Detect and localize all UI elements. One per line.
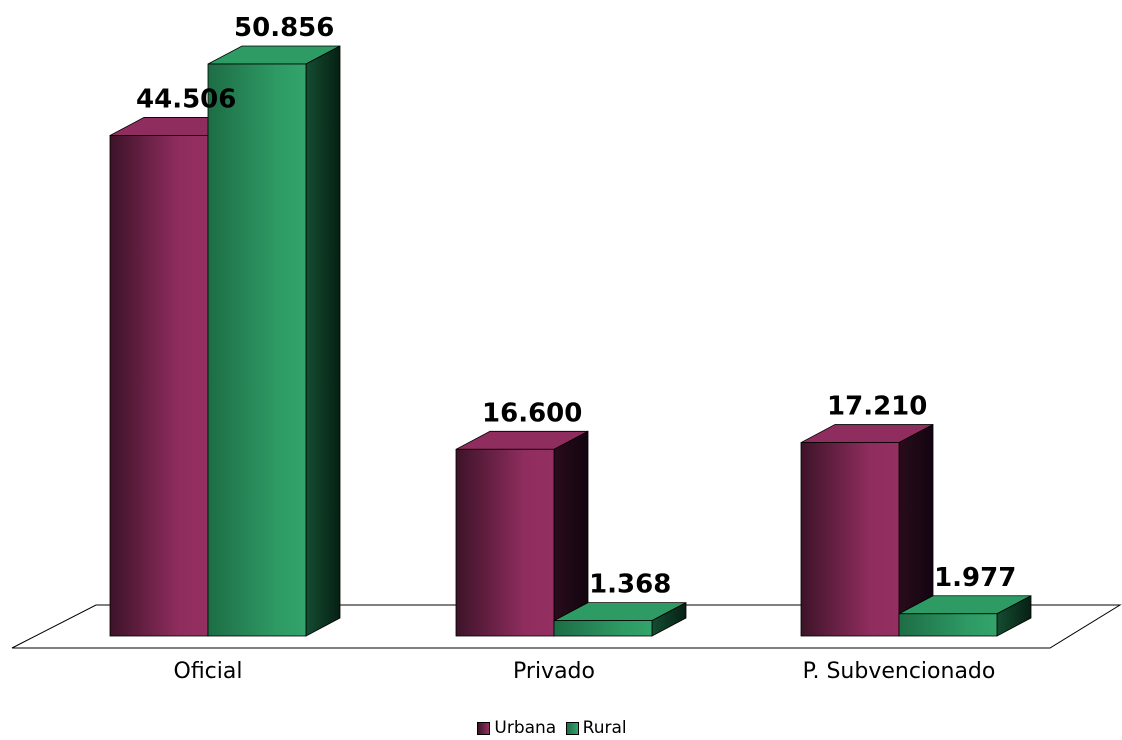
- legend-swatch-urbana: [477, 721, 491, 735]
- legend-item-urbana: Urbana: [477, 718, 556, 738]
- bar-rural: [207, 45, 341, 637]
- data-label-urbana: 17.210: [827, 392, 927, 422]
- x-tick-label: Privado: [513, 659, 595, 684]
- bar-rural: [898, 595, 1032, 637]
- legend-swatch-rural: [565, 721, 579, 735]
- data-label-rural: 50.856: [234, 13, 334, 43]
- data-label-urbana: 44.506: [136, 84, 236, 114]
- data-label-urbana: 16.600: [482, 398, 582, 428]
- bar-front-face: [109, 135, 209, 637]
- bar-side-face: [305, 45, 341, 637]
- bars-layer: [109, 45, 1032, 637]
- bar-front-face: [207, 63, 307, 637]
- bar-front-face: [553, 620, 653, 637]
- legend-label-urbana: Urbana: [494, 718, 557, 738]
- chart-floor: [11, 604, 1122, 649]
- bar-rural: [553, 601, 687, 637]
- data-label-rural: 1.977: [934, 563, 1016, 593]
- legend-label-rural: Rural: [582, 718, 627, 738]
- bar-urbana: [455, 430, 589, 637]
- bar-front-face: [455, 448, 555, 637]
- bar-front-face: [898, 613, 998, 637]
- labels-layer: Oficial Privado P. Subvencionado 44.506 50.8…: [136, 13, 1016, 684]
- bar-urbana: [800, 423, 934, 637]
- bar-front-face: [800, 442, 900, 637]
- legend: Urbana Rural: [0, 718, 1104, 740]
- legend-item-rural: Rural: [565, 718, 627, 738]
- x-tick-label: Oficial: [174, 659, 243, 684]
- data-label-rural: 1.368: [589, 570, 671, 600]
- x-tick-label: P. Subvencionado: [803, 659, 996, 684]
